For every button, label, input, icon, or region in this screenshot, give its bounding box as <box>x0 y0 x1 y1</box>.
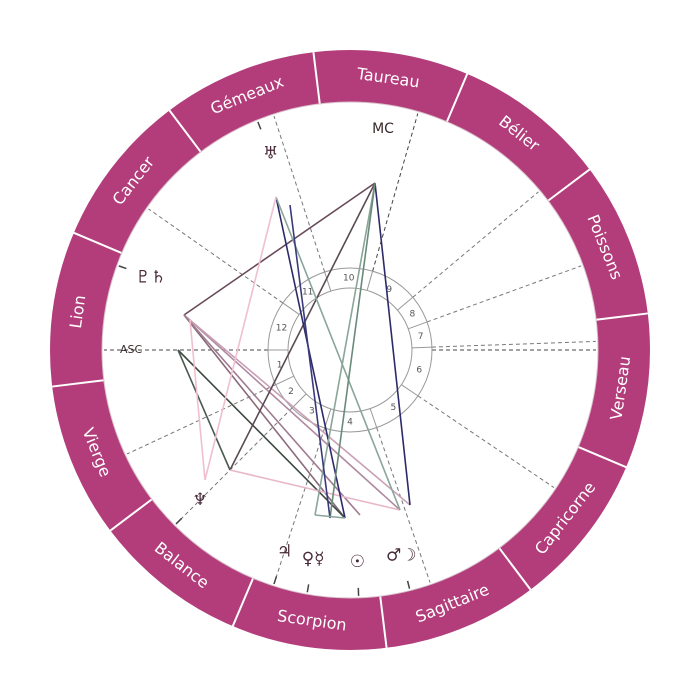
sign-divider <box>547 168 591 202</box>
house-cusp-line <box>148 208 284 304</box>
sign-divider <box>168 109 202 153</box>
sign-divider <box>73 231 123 255</box>
sign-divider <box>379 596 388 648</box>
mars-moon-glyph-icon: ♂☽ <box>386 546 416 566</box>
aspect-line <box>275 196 401 511</box>
aspect-line <box>183 314 346 519</box>
house-ring-divider <box>275 375 295 386</box>
sign-ring-band <box>50 50 650 650</box>
aspect-line <box>289 204 331 519</box>
inner-circles <box>267 267 433 433</box>
house-cusp-line <box>273 115 326 273</box>
planet-tick <box>273 576 278 585</box>
jupiter-glyph-icon: ♃ <box>277 542 292 562</box>
aspect-line <box>177 349 231 471</box>
house-cusp-line <box>126 384 276 455</box>
aspect-line <box>183 314 361 516</box>
planet-tick <box>118 265 127 270</box>
aspect-line <box>314 514 346 519</box>
house-number: 7 <box>418 332 424 342</box>
inner-wheel-edge <box>101 101 599 599</box>
aspect-line <box>329 182 376 519</box>
aspect-lines <box>177 182 411 519</box>
house-number: 10 <box>343 274 355 284</box>
house-number: 2 <box>288 387 294 397</box>
sign-divider <box>445 73 469 123</box>
house-cusp-line <box>273 427 326 585</box>
sign-label: Lion <box>66 294 89 330</box>
house-number: 11 <box>302 287 313 297</box>
sign-divider <box>577 445 627 469</box>
house-cusps <box>104 113 596 585</box>
aspect-line <box>314 182 376 516</box>
planet-tick <box>306 584 310 593</box>
sign-divider <box>596 312 648 321</box>
house-number: 9 <box>386 285 392 295</box>
house-ring-divider <box>324 271 332 292</box>
house-cusp-line <box>431 340 596 348</box>
sign-divider <box>498 547 532 591</box>
house-number: 4 <box>347 418 353 428</box>
house-ring-divider <box>397 296 414 311</box>
aspect-line <box>189 319 206 481</box>
aspect-line <box>204 196 277 481</box>
house-number: 1 <box>277 360 283 370</box>
planet-tick <box>406 580 411 589</box>
house-ring-divider <box>411 346 432 349</box>
house-ring-divider <box>408 321 428 330</box>
axis-line <box>372 113 419 272</box>
aspect-line <box>183 182 376 316</box>
house-number: 8 <box>409 310 415 320</box>
house-ring-divider <box>401 384 419 397</box>
pluto-saturn-glyph-icon: ♇♄ <box>136 267 166 287</box>
aspect-line <box>374 182 411 506</box>
aspect-line <box>275 196 346 519</box>
aspect-line <box>183 314 401 511</box>
venus-mercury-glyph-icon: ♀☿ <box>302 549 325 569</box>
house-number: 6 <box>416 365 422 375</box>
aspect-line <box>229 469 401 511</box>
neptune-glyph-icon: ♆ <box>192 490 207 510</box>
house-cusp-line <box>417 395 555 488</box>
house-ring-divider <box>369 408 378 428</box>
sign-ring: TaureauBélierPoissonsVerseauCapricorneSa… <box>50 50 650 650</box>
mc-label: MC <box>372 121 394 137</box>
planet-glyphs: ♅ ♇♄ ♆ ♃ ♀☿ ☉ ♂☽ <box>118 121 417 596</box>
house-ring-divider <box>366 271 374 291</box>
house-cusp-line <box>175 407 293 525</box>
house-number: 5 <box>390 403 396 413</box>
sign-divider <box>52 379 104 388</box>
sign-divider <box>231 577 255 627</box>
house-ring-divider <box>291 393 307 409</box>
house-ring-divider <box>282 302 300 315</box>
uranus-glyph-icon: ♅ <box>263 143 278 163</box>
asc-label: ASC <box>120 343 143 356</box>
aspect-line <box>183 314 411 506</box>
sign-divider <box>312 52 321 104</box>
sign-divider <box>109 498 153 532</box>
house-cusp-line <box>426 265 582 323</box>
sun-glyph-icon: ☉ <box>350 552 365 572</box>
aspect-line <box>229 182 376 471</box>
house-number: 12 <box>276 323 287 333</box>
planet-tick <box>175 517 183 525</box>
house-cusp-line <box>376 427 431 583</box>
house-number: 3 <box>309 407 315 417</box>
axis-labels: ASC MC <box>120 121 394 356</box>
house-cusp-line <box>412 191 539 298</box>
planet-tick <box>257 121 262 130</box>
